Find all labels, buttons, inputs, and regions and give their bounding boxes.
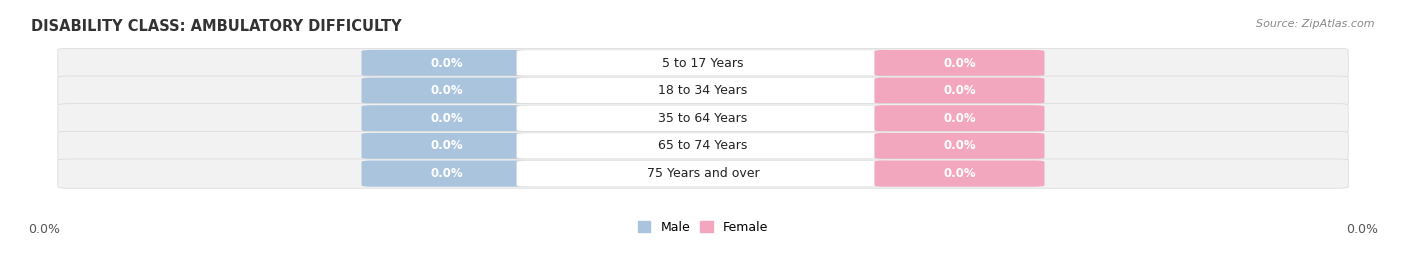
Text: 0.0%: 0.0% xyxy=(943,139,976,152)
Text: 0.0%: 0.0% xyxy=(28,223,60,236)
FancyBboxPatch shape xyxy=(875,77,1045,104)
Text: 65 to 74 Years: 65 to 74 Years xyxy=(658,139,748,152)
FancyBboxPatch shape xyxy=(517,105,889,131)
Legend: Male, Female: Male, Female xyxy=(633,216,773,239)
FancyBboxPatch shape xyxy=(58,104,1348,133)
FancyBboxPatch shape xyxy=(875,133,1045,159)
Text: 0.0%: 0.0% xyxy=(430,112,463,125)
FancyBboxPatch shape xyxy=(517,161,889,187)
Text: 0.0%: 0.0% xyxy=(943,84,976,97)
FancyBboxPatch shape xyxy=(875,161,1045,187)
Text: 5 to 17 Years: 5 to 17 Years xyxy=(662,57,744,69)
Text: 0.0%: 0.0% xyxy=(430,167,463,180)
FancyBboxPatch shape xyxy=(361,161,531,187)
Text: 0.0%: 0.0% xyxy=(430,84,463,97)
Text: 0.0%: 0.0% xyxy=(430,139,463,152)
FancyBboxPatch shape xyxy=(361,77,531,104)
FancyBboxPatch shape xyxy=(517,133,889,159)
Text: 0.0%: 0.0% xyxy=(943,167,976,180)
FancyBboxPatch shape xyxy=(58,131,1348,161)
FancyBboxPatch shape xyxy=(361,105,531,131)
FancyBboxPatch shape xyxy=(58,159,1348,188)
FancyBboxPatch shape xyxy=(517,50,889,76)
FancyBboxPatch shape xyxy=(517,77,889,104)
FancyBboxPatch shape xyxy=(361,133,531,159)
Text: Source: ZipAtlas.com: Source: ZipAtlas.com xyxy=(1257,19,1375,29)
Text: 0.0%: 0.0% xyxy=(1346,223,1378,236)
Text: 0.0%: 0.0% xyxy=(943,112,976,125)
Text: 0.0%: 0.0% xyxy=(943,57,976,69)
FancyBboxPatch shape xyxy=(58,49,1348,78)
FancyBboxPatch shape xyxy=(58,76,1348,105)
Text: 18 to 34 Years: 18 to 34 Years xyxy=(658,84,748,97)
Text: DISABILITY CLASS: AMBULATORY DIFFICULTY: DISABILITY CLASS: AMBULATORY DIFFICULTY xyxy=(31,19,402,34)
Text: 35 to 64 Years: 35 to 64 Years xyxy=(658,112,748,125)
FancyBboxPatch shape xyxy=(361,50,531,76)
Text: 0.0%: 0.0% xyxy=(430,57,463,69)
FancyBboxPatch shape xyxy=(875,105,1045,131)
FancyBboxPatch shape xyxy=(875,50,1045,76)
Text: 75 Years and over: 75 Years and over xyxy=(647,167,759,180)
